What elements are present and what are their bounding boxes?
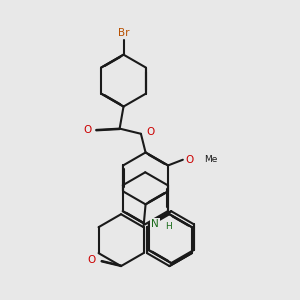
Text: H: H — [165, 222, 172, 231]
Text: Br: Br — [118, 28, 129, 38]
Text: N: N — [151, 219, 159, 229]
Text: O: O — [83, 125, 91, 135]
Text: Me: Me — [204, 155, 218, 164]
Text: O: O — [186, 155, 194, 165]
Text: O: O — [88, 255, 96, 265]
Text: O: O — [147, 127, 155, 137]
